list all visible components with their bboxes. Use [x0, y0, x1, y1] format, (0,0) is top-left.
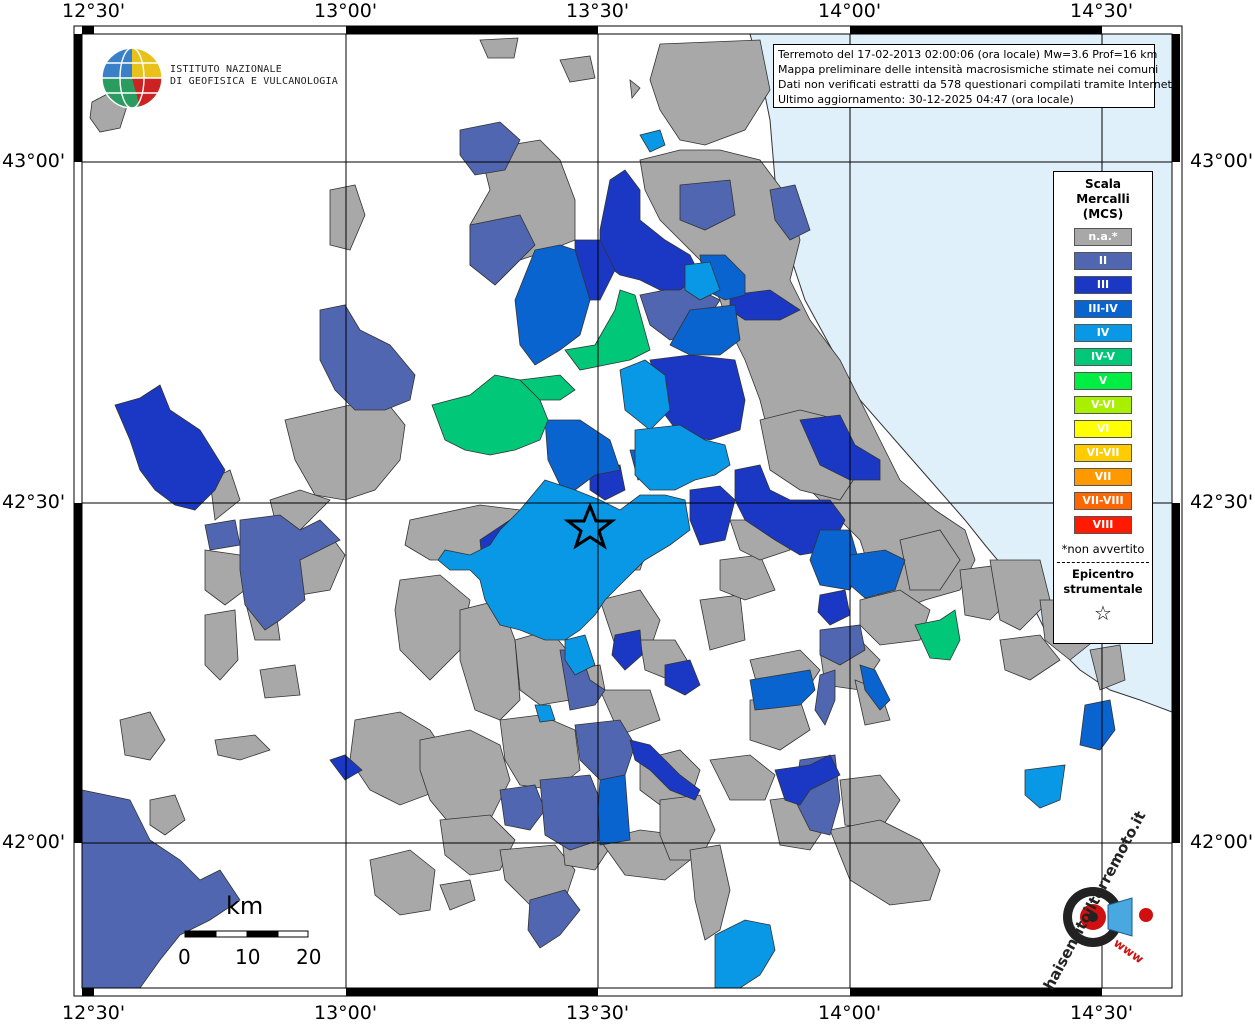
legend-items: n.a.* II III III-IV IV IV-V V V-VI VI VI-VII VII VI…: [1054, 228, 1152, 534]
mcs-legend: Scala Mercalli (MCS) n.a.* II III III-IV IV I…: [1053, 171, 1153, 644]
legend-swatch-vii: VII: [1074, 468, 1132, 486]
hst-logo-icon: [1063, 887, 1153, 947]
legend-swatch-v-vi: V-VI: [1074, 396, 1132, 414]
municipalities-intensity-IV: [437, 129, 1066, 989]
top-tick-3: 13°30': [566, 0, 630, 22]
info-line-1: Terremoto del 17-02-2013 02:00:06 (ora l…: [778, 48, 1158, 61]
bottom-tick-5: 14°30': [1070, 1002, 1134, 1024]
legend-epicenter-line-2: strumentale: [1063, 582, 1143, 596]
right-tick-3: 42°00': [1190, 831, 1254, 853]
bottom-tick-3: 13°30': [566, 1002, 630, 1024]
scale-bar: [184, 930, 309, 938]
legend-star-icon: ☆: [1094, 601, 1112, 625]
legend-swatch-iii-iv: III-IV: [1074, 300, 1132, 318]
legend-title: Scala Mercalli (MCS): [1054, 177, 1152, 222]
legend-epicenter-line-1: Epicentro: [1072, 567, 1134, 581]
scale-label-10: 10: [235, 945, 261, 969]
legend-swatch-iv: IV: [1074, 324, 1132, 342]
scale-label-0: 0: [178, 945, 191, 969]
municipalities-intensity-IV-V: [431, 289, 961, 661]
scale-bar-title: km: [226, 892, 264, 920]
institute-line-1: ISTITUTO NAZIONALE: [170, 64, 282, 75]
left-tick-1: 43°00': [2, 150, 66, 172]
legend-swatch-vii-viii: VII-VIII: [1074, 492, 1132, 510]
institute-name: ISTITUTO NAZIONALE DI GEOFISICA E VULCAN…: [170, 64, 338, 88]
legend-note: *non avvertito: [1061, 542, 1145, 556]
bottom-tick-4: 14°00': [818, 1002, 882, 1024]
top-tick-4: 14°00': [818, 0, 882, 22]
legend-swatch-n-a: n.a.*: [1074, 228, 1132, 246]
ingv-logo-icon: [101, 47, 163, 109]
institute-line-2: DI GEOFISICA E VULCANOLOGIA: [170, 76, 338, 87]
right-tick-2: 42°30': [1190, 491, 1254, 513]
info-line-4: Ultimo aggiornamento: 30-12-2025 04:47 (…: [778, 93, 1074, 106]
map-frame: [73, 25, 1183, 997]
top-tick-5: 14°30': [1070, 0, 1134, 22]
legend-swatch-iv-v: IV-V: [1074, 348, 1132, 366]
bottom-tick-1: 12°30': [62, 1002, 126, 1024]
scale-label-20: 20: [296, 945, 322, 969]
legend-swatch-vi: VI: [1074, 420, 1132, 438]
legend-swatch-vi-vii: VI-VII: [1074, 444, 1132, 462]
bottom-tick-2: 13°00': [314, 1002, 378, 1024]
event-info-box: Terremoto del 17-02-2013 02:00:06 (ora l…: [773, 44, 1176, 108]
legend-epicenter-label: Epicentro strumentale: [1054, 567, 1152, 597]
left-tick-3: 42°00': [2, 831, 66, 853]
legend-title-line-3: (MCS): [1082, 207, 1124, 221]
legend-swatch-viii: VIII: [1074, 516, 1132, 534]
right-tick-1: 43°00': [1190, 150, 1254, 172]
legend-swatch-iii: III: [1074, 276, 1132, 294]
legend-title-line-2: Mercalli: [1076, 192, 1130, 206]
info-line-2: Mappa preliminare delle intensità macros…: [778, 63, 1159, 76]
legend-swatch-ii: II: [1074, 252, 1132, 270]
municipalities-intensity-III: [114, 169, 881, 806]
legend-swatch-v: V: [1074, 372, 1132, 390]
top-tick-1: 12°30': [62, 0, 126, 22]
legend-separator: [1057, 562, 1149, 563]
info-line-3: Dati non verificati estratti da 578 ques…: [778, 78, 1176, 91]
legend-title-line-1: Scala: [1084, 177, 1122, 191]
top-tick-2: 13°00': [314, 0, 378, 22]
epicenter-star-icon: [563, 501, 617, 550]
left-tick-2: 42°30': [2, 491, 66, 513]
